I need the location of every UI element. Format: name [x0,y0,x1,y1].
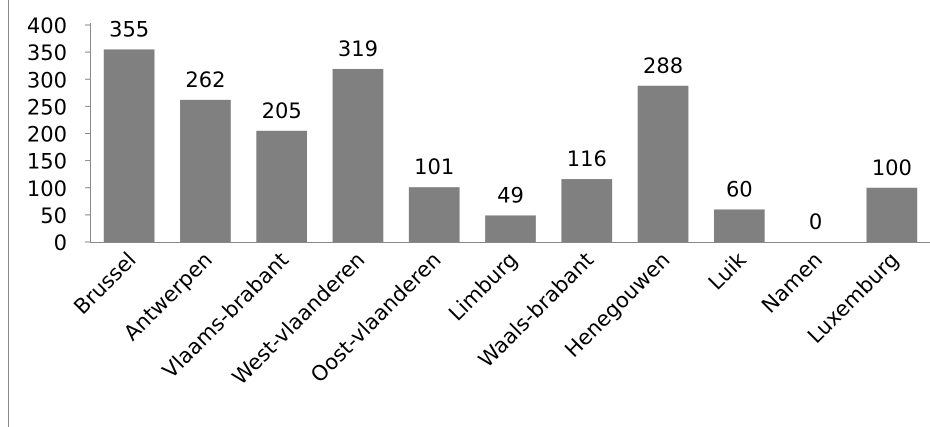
bar-value-label: 49 [497,183,524,207]
y-tick-label: 250 [27,95,67,119]
data-labels: 355 262 205 319 101 49 116 288 60 0 100 [109,17,912,234]
bar [637,85,689,242]
bar [180,99,231,242]
bar-value-label: 100 [872,156,912,180]
y-axis: 0 50 100 150 200 250 300 350 400 [27,14,91,255]
bar-value-label: 288 [643,54,683,78]
bar [103,49,155,242]
bar-value-label: 319 [338,37,378,61]
bar [561,179,613,242]
y-tick-label: 400 [27,14,67,38]
bar-value-label: 0 [809,210,822,234]
bar [485,215,536,242]
bar-value-label: 116 [567,147,607,171]
bar [408,187,460,242]
y-tick-label: 50 [40,204,67,228]
bar-value-label: 60 [726,177,753,201]
bar [713,209,765,242]
y-tick-label: 300 [27,68,67,92]
y-tick-label: 0 [54,231,67,255]
bar [256,130,308,242]
bar-value-label: 101 [414,155,454,179]
y-tick-label: 200 [27,123,67,147]
y-tick-label: 150 [27,150,67,174]
y-tick-label: 100 [27,177,67,201]
bar [866,187,918,242]
bars [103,49,918,242]
bar-value-label: 355 [109,17,149,41]
bar-value-label: 262 [185,68,225,92]
bar [332,68,384,242]
y-tick-label: 350 [27,41,67,65]
bar-value-label: 205 [262,99,302,123]
